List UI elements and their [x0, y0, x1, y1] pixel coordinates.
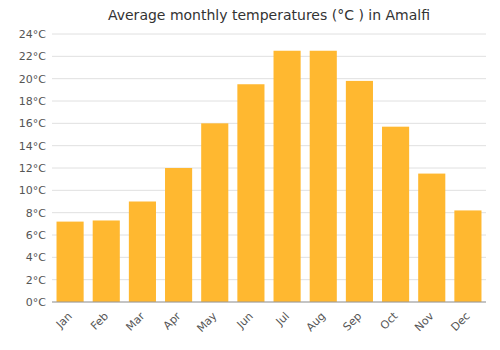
- y-tick-label: 20°C: [19, 73, 46, 86]
- y-tick-label: 22°C: [19, 50, 46, 63]
- chart: Average monthly temperatures (°C ) in Am…: [0, 0, 500, 350]
- x-axis: Jan Feb Mar Apr May Jun Jul Aug Sep Oct Nov Dec: [53, 309, 473, 335]
- y-tick-label: 18°C: [19, 95, 46, 108]
- x-tick-label: Aug: [304, 310, 328, 334]
- x-tick-label: Jul: [273, 310, 292, 329]
- x-tick-label: Nov: [412, 309, 437, 334]
- grid: [52, 34, 486, 302]
- bar: [346, 81, 373, 302]
- bar: [57, 222, 84, 302]
- y-tick-label: 12°C: [19, 162, 46, 175]
- bar: [274, 51, 301, 302]
- bar: [237, 84, 264, 302]
- bars: [57, 51, 482, 302]
- x-tick-label: Jun: [234, 310, 256, 332]
- x-tick-label: Feb: [88, 310, 111, 333]
- y-tick-label: 24°C: [19, 28, 46, 41]
- y-tick-label: 6°C: [26, 229, 46, 242]
- x-tick-label: Oct: [378, 309, 401, 332]
- x-tick-label: Sep: [340, 310, 364, 334]
- y-tick-label: 0°C: [26, 296, 46, 309]
- grid-line: [52, 168, 486, 169]
- y-tick-label: 4°C: [26, 251, 46, 264]
- bar: [310, 51, 337, 302]
- grid-line: [52, 34, 486, 35]
- x-tick-label: May: [194, 309, 220, 335]
- y-tick-label: 8°C: [26, 207, 46, 220]
- x-tick-label: Apr: [161, 309, 184, 332]
- x-axis-line: [52, 302, 486, 303]
- y-tick-label: 16°C: [19, 117, 46, 130]
- bar: [454, 210, 481, 302]
- x-tick-label: Dec: [449, 310, 473, 334]
- y-axis: 0°C 2°C 4°C 6°C 8°C 10°C 12°C 14°C 16°C 18°C 20°C 2…: [19, 28, 46, 309]
- bar: [129, 202, 156, 303]
- grid-line: [52, 56, 486, 57]
- y-tick-label: 10°C: [19, 184, 46, 197]
- bar: [93, 220, 120, 302]
- bar: [382, 127, 409, 302]
- bar: [165, 168, 192, 302]
- x-tick-label: Jan: [53, 310, 75, 332]
- grid-line: [52, 101, 486, 102]
- bar: [201, 123, 228, 302]
- x-tick-label: Mar: [123, 309, 147, 333]
- grid-line: [52, 78, 486, 79]
- grid-line: [52, 145, 486, 146]
- y-tick-label: 14°C: [19, 140, 46, 153]
- grid-line: [52, 123, 486, 124]
- y-tick-label: 2°C: [26, 274, 46, 287]
- bar: [418, 174, 445, 302]
- grid-line: [52, 302, 486, 303]
- title: Average monthly temperatures (°C ) in Am…: [108, 7, 430, 23]
